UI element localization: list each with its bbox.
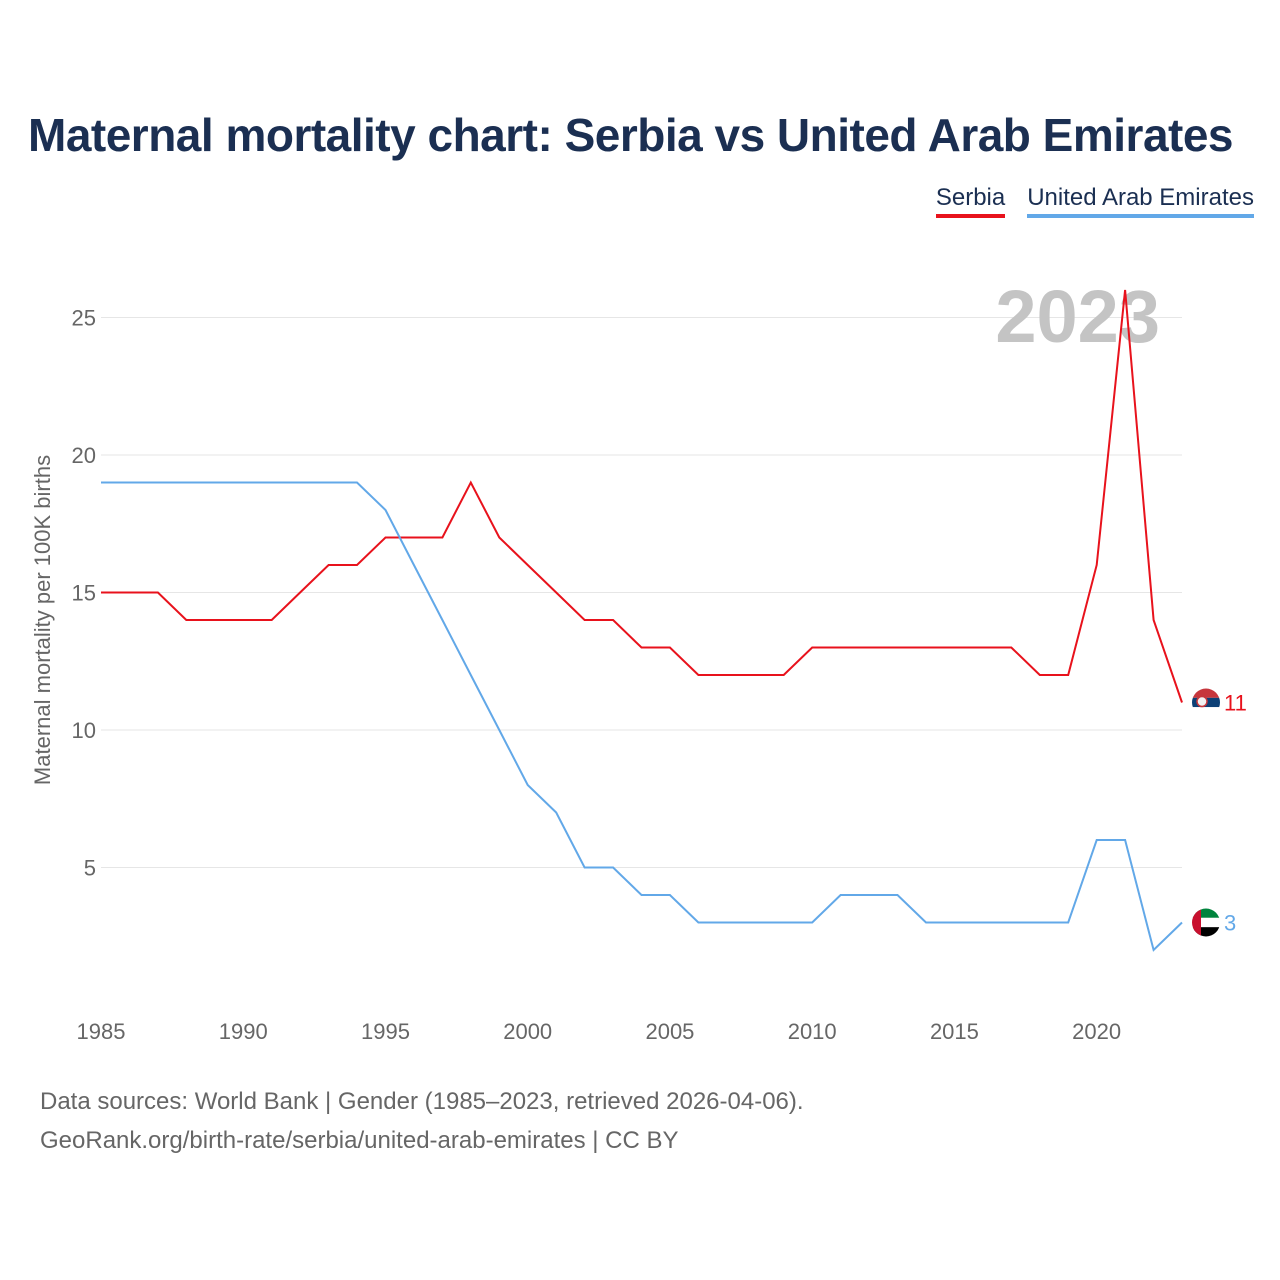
x-tick-label-1985: 1985: [77, 1019, 126, 1044]
year-label: 2023: [995, 275, 1160, 358]
chart-title: Maternal mortality chart: Serbia vs Unit…: [28, 109, 1234, 161]
end-label-serbia: 11: [1224, 691, 1247, 716]
series-line-uae: [101, 481, 1183, 952]
y-axis-label: Maternal mortality per 100K births: [30, 455, 55, 785]
uae-flag-icon: [1192, 908, 1220, 937]
x-tick-label-2000: 2000: [503, 1019, 552, 1044]
y-tick-label-20: 20: [72, 443, 96, 468]
y-tick-label-15: 15: [72, 581, 96, 606]
x-tick-label-2015: 2015: [930, 1019, 979, 1044]
attribution-link[interactable]: GeoRank.org/birth-rate/serbia/united-ara…: [40, 1127, 679, 1154]
y-tick-label-5: 5: [84, 856, 96, 881]
x-tick-label-1990: 1990: [219, 1019, 268, 1044]
data-source-note: Data sources: World Bank | Gender (1985–…: [40, 1088, 804, 1115]
series-line-serbia: [101, 289, 1183, 703]
y-tick-label-25: 25: [72, 306, 96, 331]
y-tick-label-10: 10: [72, 718, 96, 743]
legend-item-uae[interactable]: United Arab Emirates: [1027, 184, 1254, 218]
legend: Serbia United Arab Emirates: [935, 184, 1254, 218]
x-tick-label-1995: 1995: [361, 1019, 410, 1044]
x-tick-label-2010: 2010: [788, 1019, 837, 1044]
x-tick-label-2020: 2020: [1072, 1019, 1121, 1044]
serbia-flag-icon: [1192, 688, 1220, 717]
x-tick-label-2005: 2005: [645, 1019, 694, 1044]
legend-item-serbia[interactable]: Serbia: [935, 184, 1006, 218]
end-label-uae: 3: [1224, 911, 1236, 936]
